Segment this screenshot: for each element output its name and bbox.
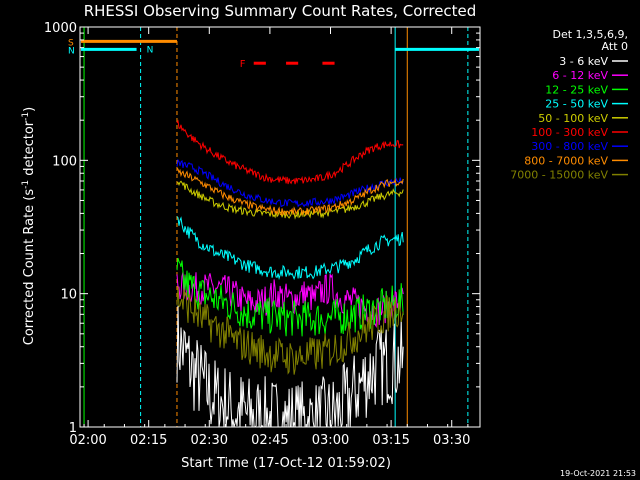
x-tick-label-02-45: 02:45	[251, 433, 288, 448]
x-tick-label-02-00: 02:00	[69, 433, 106, 448]
series-line-100-300-kev	[176, 119, 404, 185]
chart-title: RHESSI Observing Summary Count Rates, Co…	[84, 2, 477, 20]
series-line-800-7000-kev	[176, 167, 404, 217]
y-axis-label-sup1: -1	[21, 180, 31, 189]
plot-layer: SN NF	[68, 27, 479, 429]
flag-label-n: N	[68, 46, 75, 56]
y-axis-label-sup2: -1	[21, 112, 31, 121]
legend-label-6-12-kev: 6 - 12 keV	[552, 69, 608, 82]
y-axis-label-mid: detector	[22, 120, 37, 180]
legend-label-12-25-kev: 12 - 25 keV	[545, 83, 608, 96]
series-line-25-50-kev	[176, 216, 404, 281]
footer-timestamp: 19-Oct-2021 21:53	[560, 469, 636, 478]
y-tick-label-100: 100	[52, 154, 77, 169]
series-line-12-25-kev	[176, 257, 404, 337]
series-line-300-800-kev	[176, 158, 404, 208]
y-tick-label-1000: 1000	[44, 21, 77, 36]
vline-label-n: N	[147, 45, 154, 55]
x-tick-label-03-15: 03:15	[372, 433, 409, 448]
legend-label-3-6-kev: 3 - 6 keV	[559, 55, 608, 68]
x-tick-label-02-15: 02:15	[130, 433, 167, 448]
y-axis-label: Corrected Count Rate (s-1 detector-1)	[21, 107, 37, 345]
y-tick-label-1: 1	[69, 421, 77, 436]
y-axis-label-end: )	[22, 107, 37, 112]
x-axis-label: Start Time (17-Oct-12 01:59:02)	[181, 456, 391, 471]
legend-label-7000-15000-kev: 7000 - 15000 keV	[510, 169, 608, 182]
legend-label-50-100-kev: 50 - 100 keV	[538, 112, 608, 125]
legend-label-100-300-kev: 100 - 300 keV	[531, 126, 608, 139]
axis-layer: 02:00 02:15 02:30 02:45 03:00 03:15 03:30 1 10 10…	[44, 21, 480, 448]
legend-label-300-800-kev: 300 - 800 keV	[531, 140, 608, 153]
legend-header-0: Det 1,3,5,6,9,	[552, 28, 628, 41]
x-tick-label-03-30: 03:30	[433, 433, 470, 448]
legend-label-25-50-kev: 25 - 50 keV	[545, 98, 608, 111]
legend-label-800-7000-kev: 800 - 7000 keV	[524, 154, 608, 167]
series-line-50-100-kev	[176, 180, 404, 220]
y-tick-label-10: 10	[60, 288, 77, 303]
series-line-7000-15000-kev	[176, 286, 404, 375]
flag-label-s: S	[68, 38, 74, 48]
x-tick-label-02-30: 02:30	[191, 433, 228, 448]
plot-frame	[79, 26, 481, 428]
flare-marker-label: F	[240, 59, 246, 70]
legend-header-1: Att 0	[602, 40, 628, 53]
x-tick-label-03-00: 03:00	[312, 433, 349, 448]
y-axis-label-main: Corrected Count Rate (s	[22, 189, 37, 346]
